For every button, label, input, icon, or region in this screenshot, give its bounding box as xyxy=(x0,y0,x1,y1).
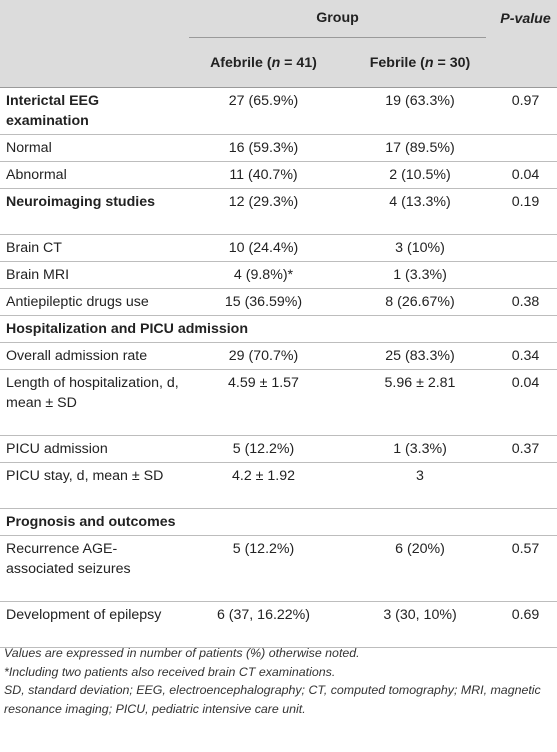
afebrile-value: 11 (40.7%) xyxy=(229,167,298,183)
p-value: 0.37 xyxy=(511,441,540,457)
row-label: Recurrence AGE-associated seizures xyxy=(6,541,131,577)
table-row: PICU stay, d, mean ± SD 4.2 ± 1.92 3 xyxy=(0,463,557,509)
febrile-value: 3 (10%) xyxy=(395,240,445,256)
results-table: Group P-value Afebrile (n = 41) Febrile … xyxy=(0,0,557,648)
footnote-1: Values are expressed in number of patien… xyxy=(4,646,360,660)
section-label: Prognosis and outcomes xyxy=(6,514,176,530)
afebrile-value: 29 (70.7%) xyxy=(228,348,299,364)
table-row: Prognosis and outcomes xyxy=(0,509,557,536)
footnote-2: *Including two patients also received br… xyxy=(4,664,336,679)
p-value xyxy=(494,463,557,509)
afebrile-header-pre: Afebrile ( xyxy=(210,54,272,71)
febrile-value: 1 (3.3%) xyxy=(393,441,447,457)
afebrile-header-n: n xyxy=(271,54,281,71)
febrile-header-n: n xyxy=(424,54,434,71)
febrile-value: 3 xyxy=(416,468,424,484)
header-blank-2 xyxy=(0,38,181,88)
row-label: PICU stay, d, mean ± SD xyxy=(6,468,164,484)
table-row: Recurrence AGE-associated seizures 5 (12.… xyxy=(0,536,557,602)
table-row: Length of hospitalization, d, mean ± SD 4… xyxy=(0,370,557,436)
afebrile-value: 4 (9.8%)* xyxy=(233,267,294,283)
p-value xyxy=(494,235,557,262)
p-value xyxy=(494,262,557,289)
group-header-text: Group xyxy=(189,0,486,38)
pvalue-header: P-value xyxy=(494,0,557,38)
table-row: Neuroimaging studies 12 (29.3%) 4 (13.3%) 0… xyxy=(0,189,557,235)
afebrile-value: 4.2 ± 1.92 xyxy=(231,468,295,484)
table-row: PICU admission 5 (12.2%) 1 (3.3%) 0.37 xyxy=(0,436,557,463)
afebrile-value: 10 (24.4%) xyxy=(228,240,299,256)
afebrile-value: 5 (12.2%) xyxy=(232,441,295,457)
afebrile-value: 27 (65.9%) xyxy=(228,93,299,109)
row-label: Antiepileptic drugs use xyxy=(6,294,149,310)
table-row: Overall admission rate 29 (70.7%) 25 (83.3… xyxy=(0,343,557,370)
p-value: 0.04 xyxy=(511,167,540,183)
table-row: Interictal EEG examination 27 (65.9%) 19 (… xyxy=(0,88,557,135)
febrile-header-pre: Febrile ( xyxy=(369,54,425,71)
febrile-value: 17 (89.5%) xyxy=(385,140,455,156)
header-blank-3 xyxy=(494,38,557,88)
p-value: 0.19 xyxy=(511,194,540,210)
table-row: Normal 16 (59.3%) 17 (89.5%) xyxy=(0,135,557,162)
afebrile-value: 6 (37, 16.22%) xyxy=(216,607,311,623)
group-header: Group xyxy=(181,0,494,38)
row-label: Development of epilepsy xyxy=(6,607,162,623)
afebrile-value: 4.59 ± 1.57 xyxy=(228,375,299,391)
table-row: Development of epilepsy 6 (37, 16.22%) 3 (… xyxy=(0,602,557,648)
febrile-value: 8 (26.67%) xyxy=(385,294,455,310)
afebrile-value: 5 (12.2%) xyxy=(232,541,295,557)
p-value xyxy=(494,135,557,162)
afebrile-value: 12 (29.3%) xyxy=(228,194,299,210)
pvalue-header-text: P-value xyxy=(500,11,551,27)
row-label: Normal xyxy=(6,140,52,156)
afebrile-value: 16 (59.3%) xyxy=(228,140,299,156)
febrile-value: 6 (20%) xyxy=(395,541,445,557)
febrile-header: Febrile (n = 30) xyxy=(346,38,494,88)
p-value: 0.57 xyxy=(511,541,540,557)
afebrile-header: Afebrile (n = 41) xyxy=(181,38,346,88)
row-label: Brain CT xyxy=(6,240,62,256)
afebrile-header-post: = 41) xyxy=(280,54,317,71)
table-row: Antiepileptic drugs use 15 (36.59%) 8 (26.… xyxy=(0,289,557,316)
footnotes: Values are expressed in number of patien… xyxy=(4,644,554,718)
table-row: Brain MRI 4 (9.8%)* 1 (3.3%) xyxy=(0,262,557,289)
afebrile-value: 15 (36.59%) xyxy=(224,294,303,310)
p-value: 0.38 xyxy=(511,294,540,310)
p-value: 0.69 xyxy=(511,607,540,623)
febrile-header-post: = 30) xyxy=(433,54,471,71)
header-row-1: Group P-value xyxy=(0,0,557,38)
header-row-2: Afebrile (n = 41) Febrile (n = 30) xyxy=(0,38,557,88)
p-value: 0.04 xyxy=(511,375,540,391)
febrile-value: 25 (83.3%) xyxy=(385,348,455,364)
table-body: Interictal EEG examination 27 (65.9%) 19 (… xyxy=(0,88,557,648)
header-blank xyxy=(0,0,181,38)
table-row: Hospitalization and PICU admission xyxy=(0,316,557,343)
table-row: Brain CT 10 (24.4%) 3 (10%) xyxy=(0,235,557,262)
febrile-value: 2 (10.5%) xyxy=(389,167,451,183)
febrile-value: 5.96 ± 2.81 xyxy=(384,375,456,391)
row-label: Length of hospitalization, d, mean ± SD xyxy=(6,375,179,411)
row-label: Interictal EEG examination xyxy=(6,93,100,129)
p-value: 0.97 xyxy=(511,93,540,109)
febrile-value: 1 (3.3%) xyxy=(393,267,447,283)
row-label: PICU admission xyxy=(6,441,108,457)
row-label: Overall admission rate xyxy=(6,348,148,364)
table-row: Abnormal 11 (40.7%) 2 (10.5%) 0.04 xyxy=(0,162,557,189)
febrile-value: 19 (63.3%) xyxy=(385,93,455,109)
footnote-3: SD, standard deviation; EEG, electroence… xyxy=(4,683,541,716)
p-value: 0.34 xyxy=(511,348,540,364)
febrile-value: 3 (30, 10%) xyxy=(383,607,457,623)
febrile-value: 4 (13.3%) xyxy=(389,194,451,210)
row-label: Brain MRI xyxy=(6,267,70,283)
row-label: Neuroimaging studies xyxy=(6,194,155,210)
row-label: Abnormal xyxy=(6,167,67,183)
section-label: Hospitalization and PICU admission xyxy=(6,321,249,337)
